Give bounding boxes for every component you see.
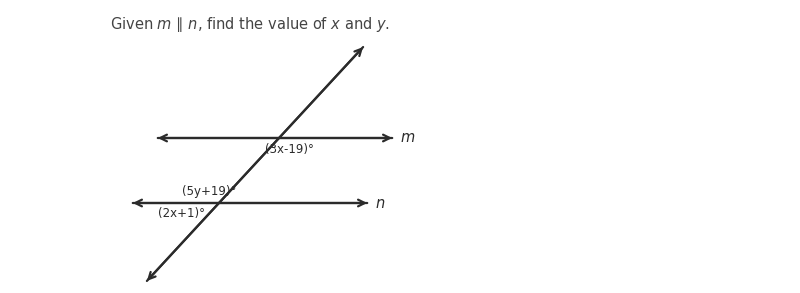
- Text: $m$: $m$: [400, 130, 415, 146]
- Text: (5y+19)°: (5y+19)°: [182, 185, 236, 198]
- Text: $n$: $n$: [375, 195, 386, 210]
- Text: (3x-19)°: (3x-19)°: [265, 144, 314, 156]
- Text: (2x+1)°: (2x+1)°: [158, 207, 205, 219]
- Text: Given $m$ ∥ $n$, find the value of $x$ and $y$.: Given $m$ ∥ $n$, find the value of $x$ a…: [110, 15, 390, 34]
